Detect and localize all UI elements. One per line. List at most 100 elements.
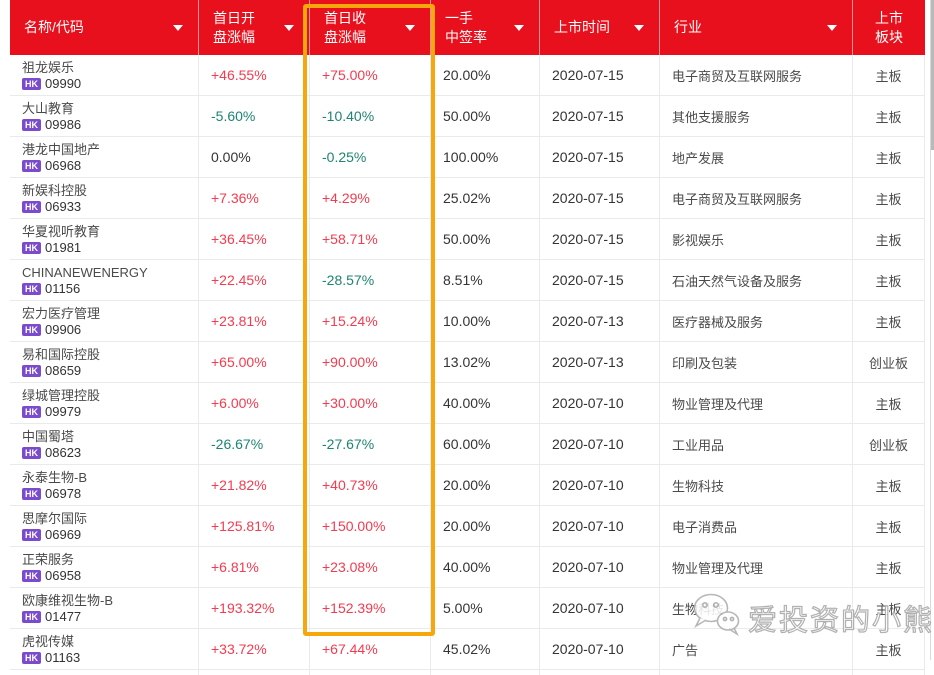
close-change-cell: +75.00% bbox=[310, 55, 431, 95]
name-code-cell: 易和国际控股 HK 08659 bbox=[10, 342, 199, 382]
stock-code: 08623 bbox=[45, 444, 82, 460]
open-change-value: -26.67% bbox=[211, 436, 264, 452]
close-change-value: +67.44% bbox=[322, 641, 378, 657]
stock-code: 01163 bbox=[45, 649, 81, 665]
board-value: 主板 bbox=[875, 273, 902, 289]
stock-code: 01477 bbox=[45, 608, 82, 624]
industry-cell: 电子消费品 bbox=[660, 506, 853, 546]
industry-cell: 地产发展 bbox=[660, 137, 853, 177]
industry-cell: 生物科技 bbox=[660, 588, 853, 628]
win-rate-value: 20.00% bbox=[443, 518, 491, 534]
close-change-value: +23.08% bbox=[322, 559, 378, 575]
table-row-09906[interactable]: 宏力医疗管理 HK 09906 +23.81% +15.24% 10.00% 2020-07… bbox=[10, 301, 925, 342]
list-date-cell: 2020-07-15 bbox=[540, 137, 660, 177]
stock-code: 06978 bbox=[45, 485, 82, 501]
market-badge: HK bbox=[22, 528, 41, 541]
market-badge: HK bbox=[22, 405, 41, 418]
open-change-cell: +65.00% bbox=[199, 342, 310, 382]
table-row-08623[interactable]: 中国蜀塔 HK 08623 -26.67% -27.67% 60.00% 2020-07-1… bbox=[10, 424, 925, 465]
name-code-cell: 绿城管理控股 HK 09979 bbox=[10, 383, 199, 423]
board-cell: 主板 bbox=[853, 383, 925, 423]
open-change-cell: +22.45% bbox=[199, 260, 310, 300]
table-row-01156[interactable]: CHINANEWENERGY HK 01156 +22.45% -28.57% 8.51%… bbox=[10, 260, 925, 301]
market-badge: HK bbox=[22, 487, 41, 500]
table-row-08659[interactable]: 易和国际控股 HK 08659 +65.00% +90.00% 13.02% 2020-07… bbox=[10, 342, 925, 383]
table-row-09990[interactable]: 祖龙娱乐 HK 09990 +46.55% +75.00% 20.00% 2020-07-1… bbox=[10, 55, 925, 96]
market-badge: HK bbox=[22, 569, 41, 582]
column-header-industry[interactable]: 行业 bbox=[660, 0, 853, 55]
table-row-01477[interactable]: 欧康维视生物-B HK 01477 +193.32% +152.39% 5.00% 2020… bbox=[10, 588, 925, 629]
industry-value: 物业管理及代理 bbox=[672, 560, 764, 576]
name-code-cell: 大山教育 HK 09986 bbox=[10, 96, 199, 136]
list-date-value: 2020-07-15 bbox=[552, 272, 624, 288]
column-header-win-rate[interactable]: 一手 中签率 bbox=[431, 0, 540, 55]
list-date-value: 2020-07-10 bbox=[552, 436, 624, 452]
column-header-label: 盘涨幅 bbox=[324, 28, 366, 45]
list-date-cell: 2020-07-15 bbox=[540, 219, 660, 259]
list-date-cell: 2020-07-10 bbox=[540, 465, 660, 505]
industry-value: 电子消费品 bbox=[672, 519, 738, 535]
stock-code-line: HK 08623 bbox=[22, 444, 198, 460]
column-header-list-date[interactable]: 上市时间 bbox=[540, 0, 660, 55]
open-change-value: +46.55% bbox=[211, 67, 267, 83]
board-cell: 主板 bbox=[853, 178, 925, 218]
table-row-09979[interactable]: 绿城管理控股 HK 09979 +6.00% +30.00% 40.00% 2020-07-… bbox=[10, 383, 925, 424]
board-value: 主板 bbox=[875, 519, 902, 535]
table-row-06958[interactable]: 正荣服务 HK 06958 +6.81% +23.08% 40.00% 2020-07-10… bbox=[10, 547, 925, 588]
industry-cell: 电子商贸及互联网服务 bbox=[660, 55, 853, 95]
scrollbar-track[interactable] bbox=[930, 0, 934, 660]
stock-name: 正荣服务 bbox=[22, 551, 75, 567]
table-row-01163[interactable]: 虎视传媒 HK 01163 +33.72% +67.44% 45.02% 2020-07-1… bbox=[10, 629, 925, 670]
table-row-01981[interactable]: 华夏视听教育 HK 01981 +36.45% +58.71% 50.00% 2020-07… bbox=[10, 219, 925, 260]
column-header-open-change[interactable]: 首日开 盘涨幅 bbox=[199, 0, 310, 55]
open-change-cell: +7.36% bbox=[199, 178, 310, 218]
win-rate-cell: 5.00% bbox=[431, 588, 540, 628]
column-header-label: 盘涨幅 bbox=[213, 28, 255, 45]
table-row-06969[interactable]: 思摩尔国际 HK 06969 +125.81% +150.00% 20.00% 2020-0… bbox=[10, 506, 925, 547]
stock-code: 09990 bbox=[45, 75, 82, 91]
close-change-value: +58.71% bbox=[322, 231, 378, 247]
industry-value: 印刷及包装 bbox=[672, 355, 738, 371]
industry-value: 电子商贸及互联网服务 bbox=[672, 191, 803, 207]
win-rate-cell: 40.00% bbox=[431, 547, 540, 587]
column-header-name-code[interactable]: 名称/代码 bbox=[10, 0, 199, 55]
market-badge: HK bbox=[22, 241, 41, 254]
close-change-value: +4.29% bbox=[322, 190, 370, 206]
close-change-cell: -28.57% bbox=[310, 260, 431, 300]
stock-code: 06933 bbox=[45, 198, 82, 214]
name-code-cell: 欧康维视生物-B HK 01477 bbox=[10, 588, 199, 628]
list-date-cell: 2020-07-15 bbox=[540, 55, 660, 95]
close-change-cell: +90.00% bbox=[310, 342, 431, 382]
list-date-cell: 2020-07-15 bbox=[540, 260, 660, 300]
column-header-label: 一手 bbox=[445, 9, 473, 26]
column-header-close-change[interactable]: 首日收 盘涨幅 bbox=[310, 0, 431, 55]
list-date-value: 2020-07-15 bbox=[552, 149, 624, 165]
column-header-label: 上市时间 bbox=[554, 19, 610, 35]
board-value: 主板 bbox=[875, 642, 902, 658]
board-cell: 主板 bbox=[853, 465, 925, 505]
close-change-cell: +30.00% bbox=[310, 383, 431, 423]
table-row-06968[interactable]: 港龙中国地产 HK 06968 0.00% -0.25% 100.00% 2020-07-1… bbox=[10, 137, 925, 178]
stock-code-line: HK 01156 bbox=[22, 281, 198, 296]
table-row-06978[interactable]: 永泰生物-B HK 06978 +21.82% +40.73% 20.00% 2020-07… bbox=[10, 465, 925, 506]
scrollbar-thumb[interactable] bbox=[931, 0, 934, 150]
board-cell: 主板 bbox=[853, 96, 925, 136]
stock-code: 08659 bbox=[45, 362, 82, 378]
name-code-cell: 中国蜀塔 HK 08623 bbox=[10, 424, 199, 464]
stock-code-line: HK 01981 bbox=[22, 240, 198, 255]
market-badge: HK bbox=[22, 118, 41, 131]
win-rate-cell: 100.00% bbox=[431, 137, 540, 177]
close-change-value: +152.39% bbox=[322, 600, 386, 616]
market-badge: HK bbox=[22, 323, 41, 336]
table-row-09986[interactable]: 大山教育 HK 09986 -5.60% -10.40% 50.00% 2020-07-15… bbox=[10, 96, 925, 137]
close-change-cell: +23.08% bbox=[310, 547, 431, 587]
board-cell: 主板 bbox=[853, 219, 925, 259]
table-row-06933[interactable]: 新娱科控股 HK 06933 +7.36% +4.29% 25.02% 2020-07-15… bbox=[10, 178, 925, 219]
close-change-value: +150.00% bbox=[322, 518, 386, 534]
column-header-label: 名称/代码 bbox=[24, 19, 84, 35]
stock-code: 09906 bbox=[45, 321, 82, 337]
stock-name: 大山教育 bbox=[22, 100, 75, 116]
stock-name: 新娱科控股 bbox=[22, 182, 88, 198]
board-cell: 主板 bbox=[853, 588, 925, 628]
open-change-cell: +23.81% bbox=[199, 301, 310, 341]
